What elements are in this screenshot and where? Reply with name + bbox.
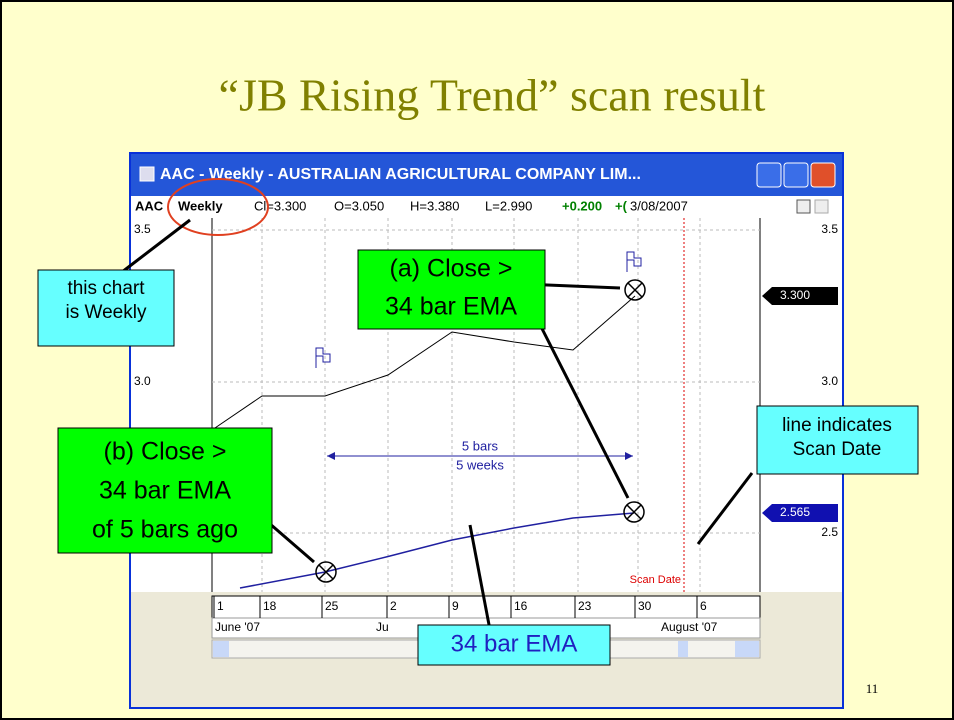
maximize-button[interactable] (783, 162, 809, 188)
callout-text: (a) Close > (390, 255, 513, 283)
callout-text: of 5 bars ago (92, 516, 238, 544)
scroll-thumb[interactable] (678, 641, 688, 657)
signal-marker (627, 282, 643, 298)
callout (417, 624, 611, 666)
flag (626, 251, 642, 272)
signal-marker (623, 501, 645, 523)
callout-text: is Weekly (66, 302, 147, 323)
info-open: O=3.050 (334, 198, 384, 213)
y-label-right: 2.5 (821, 525, 838, 539)
month-label: Ju (376, 620, 389, 634)
callout (37, 269, 175, 347)
restore-chart-button[interactable] (796, 199, 811, 214)
month-label: August '07 (661, 620, 718, 634)
callout-text: 34 bar EMA (451, 630, 578, 657)
y-label-right: 3.5 (821, 222, 838, 236)
scan-date-label: Scan Date (630, 574, 681, 586)
month-label: June '07 (215, 620, 260, 634)
info-close: Cl=3.300 (254, 198, 306, 213)
callout (57, 427, 273, 554)
info-low: L=2.990 (485, 198, 532, 213)
callout-text: 34 bar EMA (99, 477, 231, 505)
signal-marker (318, 564, 334, 580)
info-high: H=3.380 (410, 198, 460, 213)
y-label-left: 3.5 (134, 222, 151, 236)
info-bar (131, 196, 842, 218)
x-label: 25 (325, 599, 339, 613)
signal-markers (315, 279, 646, 583)
x-label: 1 (217, 599, 224, 613)
info-change-pct: +( (615, 198, 628, 213)
x-label: 2 (390, 599, 397, 613)
callout (357, 249, 546, 330)
y-label-left: 3.0 (134, 374, 151, 388)
scroll-left[interactable] (213, 641, 229, 657)
arrow (528, 304, 630, 499)
price-tag (762, 287, 838, 305)
info-date: 3/08/2007 (630, 198, 688, 213)
x-label: 9 (452, 599, 459, 613)
callout-text: 34 bar EMA (385, 293, 517, 321)
x-label: 6 (700, 599, 707, 613)
x-label: 16 (514, 599, 528, 613)
close-line (211, 295, 636, 431)
y-label-right: 3.0 (821, 374, 838, 388)
close-button[interactable] (810, 162, 836, 188)
window-icon (139, 166, 155, 182)
signal-marker (626, 504, 642, 520)
info-symbol: AAC (135, 198, 164, 213)
price-tag (762, 504, 838, 522)
flags (315, 251, 642, 368)
slide-title: “JB Rising Trend” scan result (219, 70, 766, 121)
price-tag-label: 3.300 (780, 288, 810, 302)
x-label: 18 (263, 599, 277, 613)
window-title: AAC - Weekly - AUSTRALIAN AGRICULTURAL C… (160, 166, 641, 183)
flag (315, 347, 331, 368)
arrow (696, 472, 754, 545)
arrow (468, 524, 492, 631)
x-label: 23 (578, 599, 592, 613)
signal-marker (315, 561, 337, 583)
scroll-right[interactable] (735, 641, 759, 657)
callout-text: Scan Date (793, 439, 882, 460)
annotation-texts: this chart is Weekly (a) Close > 34 bar EMA… (66, 255, 892, 658)
callout-text: (b) Close > (104, 438, 227, 466)
expand-chart-button[interactable] (814, 199, 829, 214)
info-change: +0.200 (562, 198, 602, 213)
span-label: 5 bars (462, 438, 499, 453)
page-number: 11 (866, 681, 879, 696)
title-bar (131, 154, 842, 196)
callout-text: this chart (67, 278, 145, 299)
x-labels: 1 18 25 2 9 16 23 30 6 June '07 Ju August '07 (213, 596, 718, 634)
minimize-button[interactable] (756, 162, 782, 188)
highlight-ellipse (167, 178, 269, 236)
span-label: 5 weeks (456, 457, 504, 472)
signal-marker (624, 279, 646, 301)
x-label: 30 (638, 599, 652, 613)
price-tag-label: 2.565 (780, 505, 810, 519)
callout-text: line indicates (782, 415, 892, 436)
callout (756, 405, 919, 475)
info-period: Weekly (178, 198, 223, 213)
